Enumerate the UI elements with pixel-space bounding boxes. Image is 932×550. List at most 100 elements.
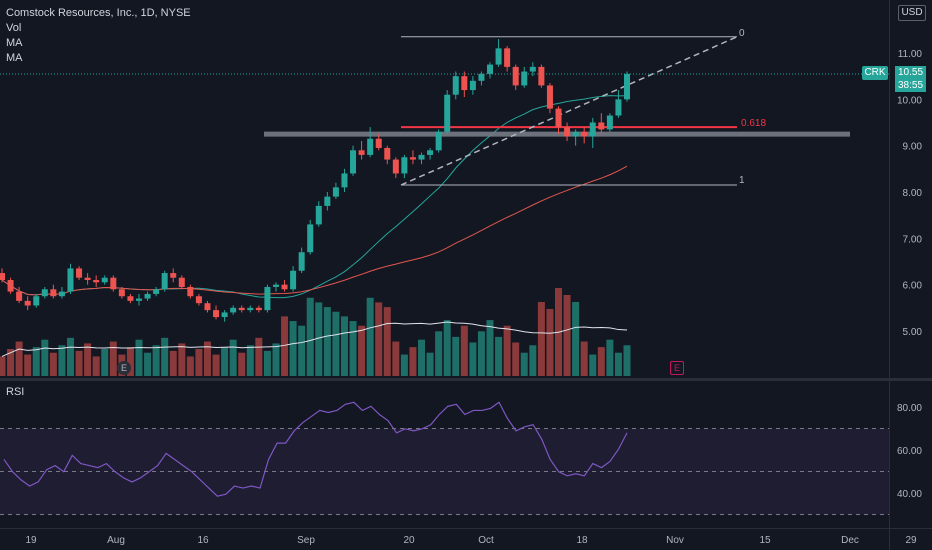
candle-body <box>178 277 185 287</box>
volume-bar <box>221 347 229 376</box>
candle-body <box>581 131 588 137</box>
candle-body <box>290 270 297 290</box>
candle-body <box>204 303 211 311</box>
volume-bar <box>366 297 374 376</box>
volume-bar <box>32 347 40 376</box>
candle-body <box>504 48 511 67</box>
volume-bar <box>597 347 605 376</box>
currency-badge[interactable]: USD <box>898 5 926 21</box>
volume-bar <box>349 321 357 376</box>
candle-body <box>170 273 177 278</box>
candle-body <box>452 76 459 95</box>
rsi-band <box>0 428 889 515</box>
volume-bar <box>92 356 100 376</box>
rsi-tick-label: 60.00 <box>897 446 922 457</box>
volume-bar <box>426 352 434 376</box>
volume-bar <box>281 316 289 376</box>
volume-bar <box>614 352 622 376</box>
candle-body <box>67 268 74 292</box>
volume-bar <box>589 354 597 376</box>
time-tick-label: 16 <box>197 535 209 546</box>
candle-body <box>0 273 5 281</box>
volume-bar <box>161 337 169 376</box>
price-tick-label: 6.00 <box>903 281 923 292</box>
candle-body <box>538 66 545 86</box>
volume-bar <box>452 336 460 376</box>
candle-body <box>230 307 237 313</box>
symbol-tag: CRK <box>862 66 888 80</box>
candle-body <box>307 224 314 253</box>
time-tick-label: Oct <box>478 535 494 546</box>
time-tick-label: 29 <box>905 535 917 546</box>
volume-bar <box>323 307 331 376</box>
earnings-badge-past[interactable]: E <box>117 361 131 375</box>
candle-body <box>153 289 160 294</box>
volume-bar <box>101 348 109 376</box>
vol-indicator-label[interactable]: Vol <box>6 22 22 34</box>
candle-body <box>298 252 305 271</box>
volume-bar <box>212 354 220 376</box>
price-pane <box>0 0 889 378</box>
volume-bar <box>512 342 520 376</box>
ma-indicator-label[interactable]: MA <box>6 37 23 49</box>
candle-body <box>24 300 31 306</box>
fib-label-0618: 0.618 <box>741 118 767 129</box>
candle-body <box>315 205 322 225</box>
volume-bar <box>469 342 477 376</box>
volume-bar <box>546 308 554 376</box>
candle-body <box>238 307 245 311</box>
candle-body <box>187 286 194 297</box>
last-price-value: 10.55 <box>897 67 924 78</box>
candle-body <box>324 196 331 206</box>
candle-body <box>615 99 622 116</box>
fib-trend-line <box>400 36 738 186</box>
last-price-tag: 10.55 38:55 <box>895 66 926 92</box>
rsi-label[interactable]: RSI <box>6 386 25 398</box>
earnings-badge-upcoming[interactable]: E <box>670 361 684 375</box>
volume-bar <box>486 320 494 376</box>
candle-body <box>76 268 83 278</box>
volume-bar <box>203 341 211 376</box>
candle-body <box>118 289 125 297</box>
volume-bar <box>537 301 545 376</box>
time-tick-label: Sep <box>297 535 315 546</box>
volume-ma-line <box>1 321 628 357</box>
volume-bar <box>563 294 571 376</box>
volume-bar <box>58 345 66 376</box>
time-tick-label: 18 <box>576 535 588 546</box>
price-tick-label: 7.00 <box>903 234 923 245</box>
candle-body <box>564 127 571 137</box>
volume-bar <box>392 341 400 376</box>
volume-bar <box>340 316 348 376</box>
volume-bar <box>400 354 408 376</box>
candle-body <box>487 64 494 74</box>
candle-body <box>555 108 562 128</box>
candle-body <box>41 289 48 297</box>
candle-body <box>606 115 613 130</box>
ma-mid-line <box>1 165 628 296</box>
volume-bar <box>255 337 263 376</box>
candle-body <box>221 312 228 318</box>
volume-bar <box>0 356 6 376</box>
time-tick-label: Nov <box>666 535 684 546</box>
volume-bar <box>623 345 631 376</box>
candle-body <box>358 150 365 155</box>
ma-indicator-label-2[interactable]: MA <box>6 52 23 64</box>
volume-bar <box>606 339 614 376</box>
time-tick-label: 19 <box>25 535 37 546</box>
price-tick-label: 8.00 <box>903 188 923 199</box>
volume-bar <box>186 356 194 376</box>
candle-body <box>435 131 442 151</box>
volume-bar <box>529 345 537 376</box>
candle-body <box>135 298 142 301</box>
fib-label-1: 1 <box>739 175 745 186</box>
candle-body <box>392 159 399 174</box>
candle-body <box>418 154 425 160</box>
candle-body <box>341 173 348 188</box>
candle-body <box>469 80 476 91</box>
rsi-tick-label: 80.00 <box>897 403 922 414</box>
candle-body <box>589 122 596 137</box>
candle-body <box>598 122 605 130</box>
candle-body <box>213 310 220 318</box>
